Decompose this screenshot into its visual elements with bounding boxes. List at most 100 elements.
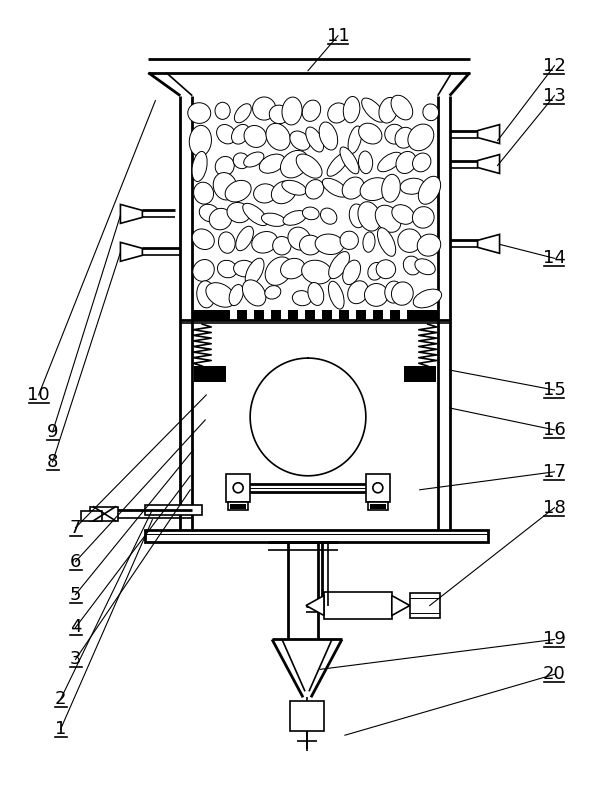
Ellipse shape xyxy=(213,173,237,200)
Ellipse shape xyxy=(321,208,337,225)
Text: 4: 4 xyxy=(70,619,81,637)
Ellipse shape xyxy=(243,279,266,306)
Bar xyxy=(368,502,388,509)
Bar xyxy=(194,366,226,382)
Text: 10: 10 xyxy=(27,386,50,404)
Polygon shape xyxy=(478,235,500,254)
Ellipse shape xyxy=(301,260,332,284)
Bar xyxy=(146,530,488,542)
Text: 16: 16 xyxy=(543,421,566,439)
Ellipse shape xyxy=(322,178,348,197)
Ellipse shape xyxy=(262,214,286,226)
Ellipse shape xyxy=(244,126,266,148)
Ellipse shape xyxy=(192,152,207,181)
Ellipse shape xyxy=(327,152,349,177)
Ellipse shape xyxy=(359,123,382,144)
Ellipse shape xyxy=(340,147,359,173)
Ellipse shape xyxy=(245,258,264,286)
Bar xyxy=(390,310,400,320)
Ellipse shape xyxy=(292,290,311,305)
Bar xyxy=(230,504,246,509)
Circle shape xyxy=(233,483,243,493)
Bar xyxy=(366,474,390,502)
Ellipse shape xyxy=(281,258,305,279)
Ellipse shape xyxy=(235,104,251,122)
Ellipse shape xyxy=(385,281,403,303)
Ellipse shape xyxy=(244,152,264,167)
Bar xyxy=(404,366,436,382)
Text: 8: 8 xyxy=(47,453,58,471)
Polygon shape xyxy=(478,125,500,144)
Ellipse shape xyxy=(252,232,278,253)
Ellipse shape xyxy=(265,257,292,285)
Ellipse shape xyxy=(243,203,268,225)
Ellipse shape xyxy=(408,124,433,151)
Ellipse shape xyxy=(362,98,385,122)
Ellipse shape xyxy=(290,131,310,150)
Text: 5: 5 xyxy=(70,586,81,604)
Ellipse shape xyxy=(200,204,219,221)
Text: 20: 20 xyxy=(543,666,566,684)
Bar xyxy=(228,502,248,509)
Ellipse shape xyxy=(348,281,368,304)
Bar xyxy=(373,310,383,320)
Bar xyxy=(410,593,440,619)
Ellipse shape xyxy=(376,260,395,279)
Bar xyxy=(339,310,349,320)
Bar xyxy=(90,507,119,520)
Ellipse shape xyxy=(391,95,413,120)
Ellipse shape xyxy=(206,283,235,307)
Text: 18: 18 xyxy=(543,498,566,517)
Ellipse shape xyxy=(252,97,276,120)
Ellipse shape xyxy=(229,284,243,305)
Ellipse shape xyxy=(306,127,324,152)
Ellipse shape xyxy=(305,180,324,199)
Ellipse shape xyxy=(259,154,285,173)
Bar xyxy=(254,310,264,320)
Ellipse shape xyxy=(308,283,324,305)
Polygon shape xyxy=(478,155,500,173)
Ellipse shape xyxy=(378,228,395,256)
Ellipse shape xyxy=(265,286,281,299)
Bar xyxy=(146,505,202,515)
Text: 2: 2 xyxy=(55,690,66,708)
Text: 7: 7 xyxy=(70,519,81,537)
Ellipse shape xyxy=(363,232,375,252)
Ellipse shape xyxy=(368,262,383,280)
Circle shape xyxy=(373,483,383,493)
Text: 14: 14 xyxy=(543,250,566,268)
Ellipse shape xyxy=(303,207,319,220)
Text: 6: 6 xyxy=(70,553,81,571)
Bar xyxy=(290,701,324,732)
Ellipse shape xyxy=(400,178,425,194)
Ellipse shape xyxy=(343,260,360,285)
Ellipse shape xyxy=(215,156,235,176)
Ellipse shape xyxy=(358,202,381,231)
Bar xyxy=(192,310,220,320)
Ellipse shape xyxy=(348,126,362,153)
Bar xyxy=(406,310,410,320)
Bar xyxy=(356,310,366,320)
Ellipse shape xyxy=(398,229,421,253)
Ellipse shape xyxy=(266,123,290,150)
Ellipse shape xyxy=(423,104,438,121)
Ellipse shape xyxy=(403,256,421,275)
Ellipse shape xyxy=(379,97,398,123)
Ellipse shape xyxy=(319,122,338,150)
Ellipse shape xyxy=(192,229,214,250)
Ellipse shape xyxy=(282,97,302,125)
Ellipse shape xyxy=(283,210,306,225)
Ellipse shape xyxy=(215,102,230,119)
Ellipse shape xyxy=(365,283,388,306)
Ellipse shape xyxy=(273,236,291,255)
Bar xyxy=(305,310,315,320)
Ellipse shape xyxy=(231,124,249,144)
Text: 17: 17 xyxy=(543,463,566,481)
Text: 3: 3 xyxy=(70,651,81,668)
Bar xyxy=(370,504,386,509)
Ellipse shape xyxy=(417,234,441,256)
Ellipse shape xyxy=(342,177,364,199)
Ellipse shape xyxy=(296,154,322,178)
Bar xyxy=(410,310,438,320)
Ellipse shape xyxy=(300,236,321,255)
